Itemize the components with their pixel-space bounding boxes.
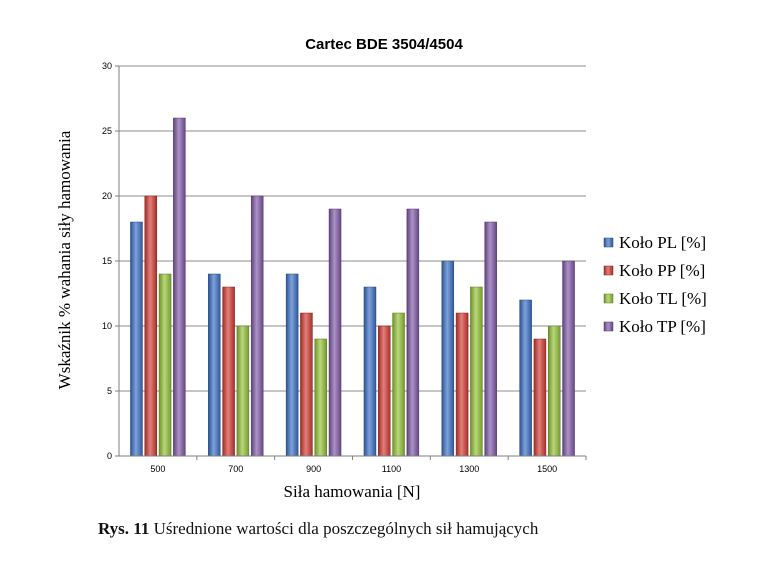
bar-ko-o-tp-700 [250,195,264,457]
bar-ko-o-pl-700 [208,273,221,457]
y-tick-labels: 0 5 10 15 20 25 30 [102,61,112,461]
bar-ko-o-pl-1500 [519,299,532,457]
x-tick-label: 1500 [537,464,557,474]
y-tick-label: 15 [102,256,112,266]
legend-label: Koło TL [%] [619,289,707,308]
bar-ko-o-pp-700 [222,286,235,457]
figure-caption-text: Uśrednione wartości dla poszczególnych s… [149,519,539,538]
bar-ko-o-pl-1100 [363,286,377,457]
bars [130,117,575,457]
chart-title: Cartec BDE 3504/4504 [305,36,463,53]
bar-ko-o-tp-1300 [484,221,497,457]
legend-swatch [603,237,614,248]
bar-ko-o-tl-1100 [392,312,405,457]
y-tick-label: 0 [107,451,112,461]
x-tick-label: 1100 [382,464,401,474]
axes [118,66,587,460]
y-tick-label: 10 [102,321,112,331]
legend-label: Koło PP [%] [619,261,705,280]
bar-ko-o-pl-900 [285,273,299,457]
legend-swatch [603,293,614,304]
bar-ko-o-tp-500 [173,117,186,457]
y-axis-label: Wskaźnik % wahania siły hamowania [55,130,74,389]
bar-ko-o-pp-1300 [455,312,469,457]
legend: Koło PL [%] Koło PP [%] Koło TL [%] Koło TP… [603,233,707,336]
x-tick-label: 700 [228,464,243,474]
bar-ko-o-tp-1500 [562,260,575,457]
x-axis-label: Siła hamowania [N] [284,482,421,501]
legend-label: Koło TP [%] [619,317,706,336]
bar-ko-o-pl-1300 [441,260,455,457]
bar-ko-o-tl-500 [158,273,172,457]
bar-ko-o-tl-1300 [470,286,483,457]
y-tick-label: 5 [107,386,112,396]
bar-ko-o-tp-900 [328,208,342,457]
bar-ko-o-tl-1500 [547,325,561,457]
bar-ko-o-pp-1500 [533,338,547,457]
y-tick-label: 25 [102,126,112,136]
legend-label: Koło PL [%] [619,233,706,252]
bar-ko-o-pp-900 [300,312,313,457]
bar-ko-o-tl-900 [314,338,327,457]
x-tick-labels: 500 700 900 1100 1300 1500 [150,464,557,474]
bar-ko-o-pp-1100 [378,325,391,457]
y-tick-label: 20 [102,191,112,201]
bar-ko-o-tp-1100 [406,208,420,457]
bar-ko-o-tl-700 [236,325,250,457]
bar-ko-o-pp-500 [144,195,158,457]
y-tick-label: 30 [102,61,112,71]
figure-caption-label: Rys. 11 [98,519,150,538]
legend-swatch [603,321,614,332]
x-tick-label: 900 [306,464,321,474]
x-tick-label: 1300 [459,464,479,474]
x-tick-label: 500 [150,464,165,474]
legend-swatch [603,265,614,276]
chart: Cartec BDE 3504/4504 0 5 10 15 20 25 30 500 700… [55,36,707,501]
bar-ko-o-pl-500 [130,221,143,457]
gridlines [115,65,586,457]
figure-caption: Rys. 11 Uśrednione wartości dla poszczeg… [98,519,538,539]
